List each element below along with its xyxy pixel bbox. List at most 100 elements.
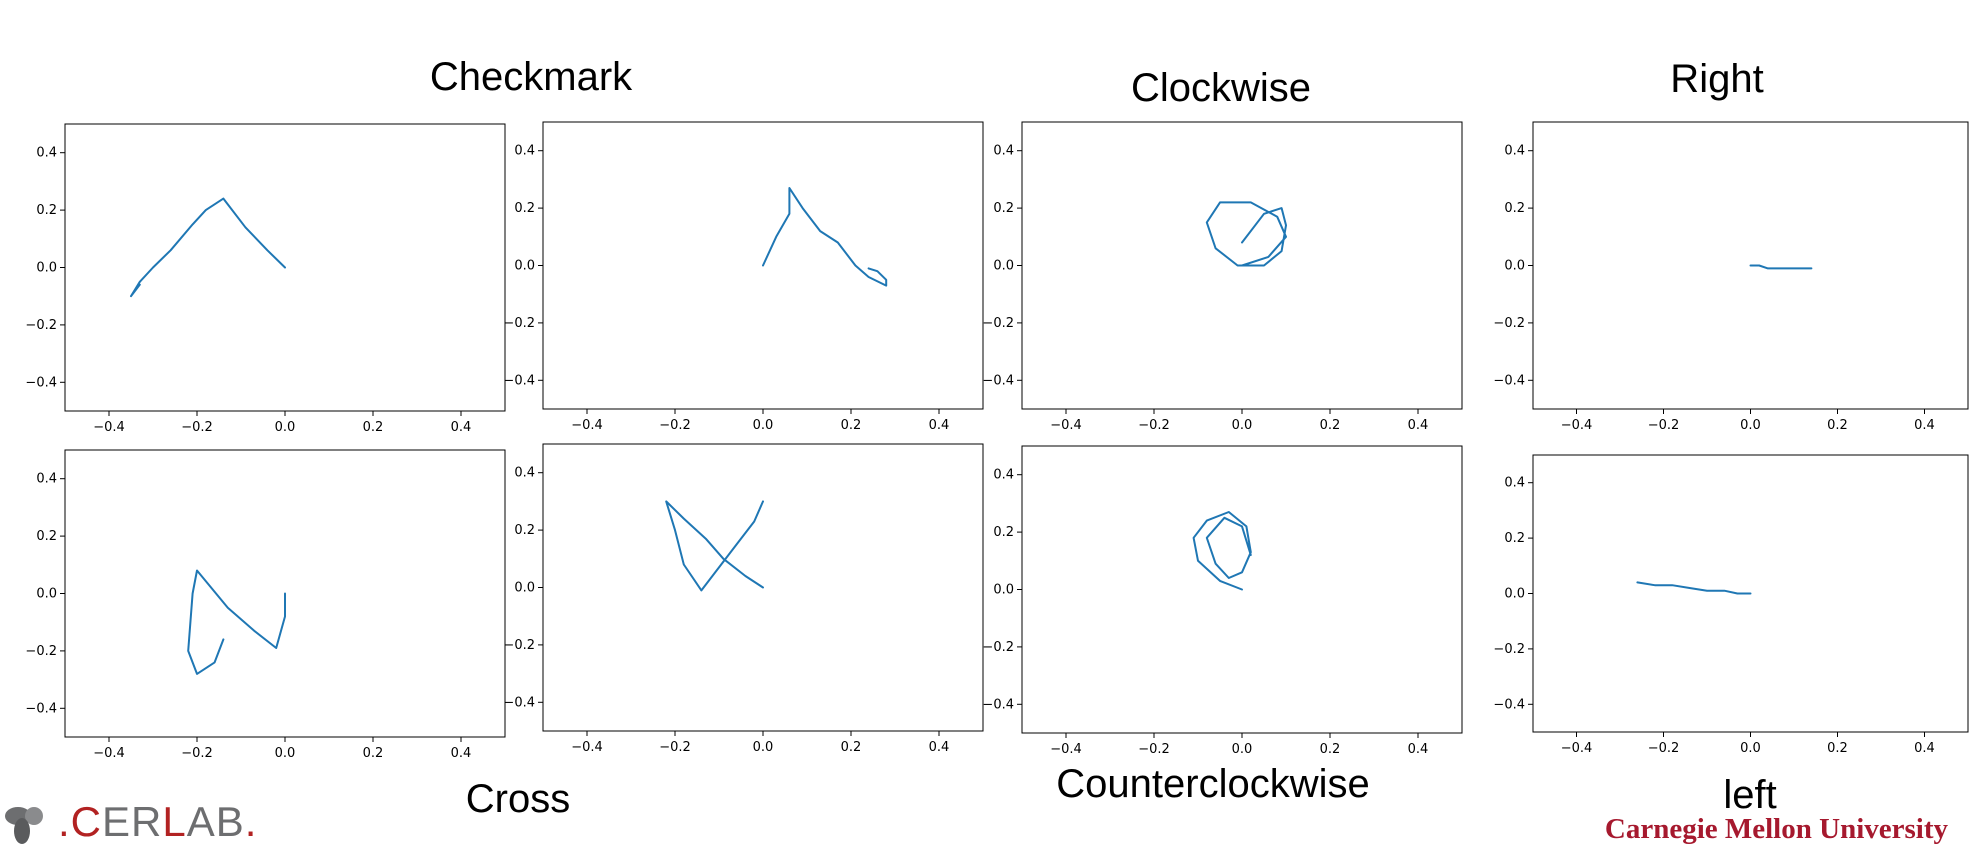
y-tick-label: −0.4 [503, 695, 535, 710]
cerlab-logo-text: .CERLAB. [58, 798, 257, 846]
y-tick-label: 0.0 [993, 259, 1014, 274]
y-tick-label: 0.2 [993, 525, 1014, 540]
plot-cross-1: −0.4 −0.2 0.0 0.2 0.4 −0.4 −0.2 0.0 0.2 0.4 [25, 449, 506, 761]
y-tick-label: 0.0 [1504, 587, 1525, 602]
checkmark-label: Checkmark [429, 55, 633, 99]
y-tick-label: 0.2 [993, 201, 1014, 216]
y-tick-label: −0.4 [982, 697, 1014, 712]
y-tick-label: −0.2 [982, 640, 1014, 655]
plot-counterclockwise: −0.4 −0.2 0.0 0.2 0.4 −0.4 −0.2 0.0 0.2 0.4 [982, 445, 1463, 757]
x-tick-label: −0.4 [571, 418, 603, 433]
y-tick-label: 0.0 [993, 583, 1014, 598]
x-tick-label: 0.4 [1408, 418, 1429, 433]
x-tick-label: 0.0 [753, 418, 774, 433]
cerlab-logo-right-petal [25, 807, 43, 825]
x-tick-label: 0.0 [1740, 741, 1761, 756]
gesture-trace-line [187, 569, 286, 675]
x-tick-label: 0.0 [275, 420, 296, 435]
x-tick-label: 0.4 [1914, 741, 1935, 756]
y-tick-label: 0.2 [36, 529, 57, 544]
x-tick-label: −0.2 [181, 746, 213, 761]
x-tick-label: −0.4 [1050, 742, 1082, 757]
plot-cross-2: −0.4 −0.2 0.0 0.2 0.4 −0.4 −0.2 0.0 0.2 0.4 [503, 443, 984, 755]
cerlab-dot: . [58, 798, 71, 845]
y-tick-label: −0.4 [1493, 373, 1525, 388]
x-tick-label: −0.4 [1561, 418, 1593, 433]
x-tick-label: −0.2 [1648, 741, 1680, 756]
cerlab-logo-icon [5, 807, 43, 844]
x-tick-label: 0.2 [1320, 742, 1341, 757]
gesture-trace-line [665, 500, 764, 592]
x-tick-label: −0.2 [1648, 418, 1680, 433]
y-tick-label: 0.2 [1504, 201, 1525, 216]
y-tick-label: 0.2 [1504, 531, 1525, 546]
x-tick-label: −0.2 [1138, 418, 1170, 433]
x-tick-label: 0.0 [753, 740, 774, 755]
plot-left: −0.4 −0.2 0.0 0.2 0.4 −0.4 −0.2 0.0 0.2 0.4 [1493, 454, 1969, 756]
x-tick-label: −0.2 [659, 740, 691, 755]
x-tick-label: −0.4 [1561, 741, 1593, 756]
gesture-trace-line [130, 197, 286, 298]
cerlab-end: . [244, 798, 258, 845]
clockwise-label: Clockwise [1130, 66, 1312, 110]
x-tick-label: 0.2 [363, 420, 384, 435]
gesture-trace-line [1205, 201, 1287, 267]
counterclockwise-label: Counterclockwise [1056, 762, 1370, 806]
plot-checkmark-2: −0.4 −0.2 0.0 0.2 0.4 −0.4 −0.2 0.0 0.2 0.4 [503, 121, 984, 433]
x-tick-label: 0.4 [1914, 418, 1935, 433]
x-tick-label: −0.4 [571, 740, 603, 755]
cerlab-c: C [70, 798, 103, 845]
x-tick-label: 0.2 [1827, 418, 1848, 433]
y-tick-label: 0.0 [1504, 259, 1525, 274]
y-tick-label: 0.4 [514, 466, 535, 481]
gesture-trace-line [762, 187, 888, 287]
y-tick-label: 0.4 [36, 472, 57, 487]
cerlab-l: L [162, 798, 187, 845]
y-tick-label: −0.4 [25, 701, 57, 716]
y-tick-label: 0.4 [1504, 144, 1525, 159]
y-tick-label: −0.2 [1493, 642, 1525, 657]
x-tick-label: 0.2 [841, 418, 862, 433]
x-tick-label: 0.2 [1827, 741, 1848, 756]
y-tick-label: −0.2 [25, 644, 57, 659]
x-tick-label: 0.2 [363, 746, 384, 761]
right-label: Right [1670, 57, 1764, 101]
gesture-trace-line [1749, 264, 1813, 270]
y-tick-label: −0.2 [503, 316, 535, 331]
y-tick-label: 0.4 [1504, 476, 1525, 491]
gesture-trace-line [1636, 581, 1752, 595]
plot-clockwise: −0.4 −0.2 0.0 0.2 0.4 −0.4 −0.2 0.0 0.2 0.4 [982, 121, 1463, 433]
y-tick-label: 0.0 [36, 261, 57, 276]
x-tick-label: −0.2 [1138, 742, 1170, 757]
y-tick-label: −0.2 [25, 318, 57, 333]
y-tick-label: 0.4 [514, 144, 535, 159]
cerlab-e: E [102, 798, 132, 845]
gesture-trace-line [1192, 511, 1252, 591]
x-tick-label: −0.4 [93, 746, 125, 761]
cerlab-ab: AB [186, 798, 245, 845]
y-tick-label: 0.4 [993, 468, 1014, 483]
x-tick-label: −0.2 [181, 420, 213, 435]
left-label: left [1723, 773, 1777, 817]
y-tick-label: −0.2 [503, 638, 535, 653]
x-tick-label: −0.2 [659, 418, 691, 433]
y-tick-label: −0.4 [25, 375, 57, 390]
cross-label: Cross [465, 777, 571, 821]
x-tick-label: 0.4 [929, 740, 950, 755]
y-tick-label: 0.2 [514, 523, 535, 538]
x-tick-label: 0.2 [1320, 418, 1341, 433]
x-tick-label: 0.4 [451, 420, 472, 435]
y-tick-label: −0.4 [1493, 697, 1525, 712]
x-tick-label: 0.0 [1232, 742, 1253, 757]
cerlab-r: R [131, 798, 163, 845]
plot-checkmark-1: −0.4 −0.2 0.0 0.2 0.4 −0.4 −0.2 0.0 0.2 0.4 [25, 123, 506, 435]
x-tick-label: −0.4 [1050, 418, 1082, 433]
plot-right: −0.4 −0.2 0.0 0.2 0.4 −0.4 −0.2 0.0 0.2 0.4 [1493, 121, 1969, 433]
cerlab-logo-bottom-petal [14, 818, 30, 844]
x-tick-label: 0.0 [1740, 418, 1761, 433]
y-tick-label: 0.4 [993, 144, 1014, 159]
y-tick-label: 0.4 [36, 146, 57, 161]
y-tick-label: 0.2 [514, 201, 535, 216]
y-tick-label: −0.2 [1493, 316, 1525, 331]
x-tick-label: 0.4 [929, 418, 950, 433]
